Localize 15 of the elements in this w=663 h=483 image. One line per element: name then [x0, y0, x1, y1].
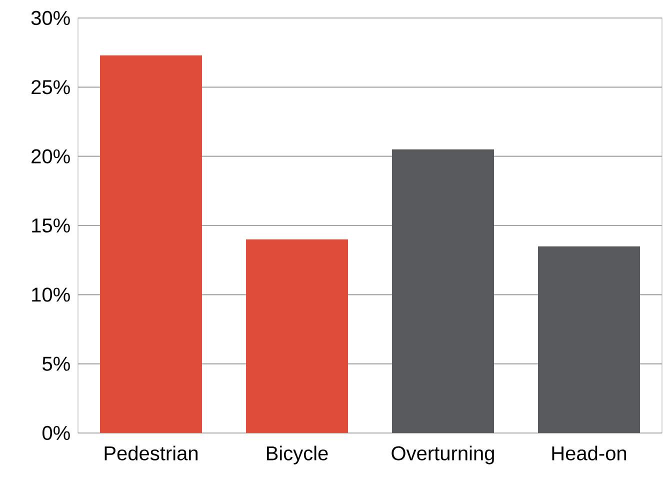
- y-tick-label: 0%: [42, 426, 70, 440]
- x-tick-label: Head-on: [552, 446, 626, 460]
- bar: [246, 239, 348, 433]
- y-tick-label: 15%: [32, 218, 70, 233]
- y-tick-label: 30%: [31, 10, 70, 26]
- bar: [100, 55, 202, 433]
- x-tick-label: Bicycle: [266, 446, 328, 464]
- x-tick-label: Overturning: [392, 446, 494, 464]
- bar: [538, 246, 640, 433]
- x-tick-label: Pedestrian: [104, 446, 198, 460]
- bar: [392, 149, 494, 433]
- y-tick-label: 5%: [42, 356, 70, 371]
- y-tick-label: 25%: [32, 80, 70, 94]
- y-tick-label: 20%: [32, 149, 70, 164]
- y-tick-label: 10%: [32, 288, 70, 302]
